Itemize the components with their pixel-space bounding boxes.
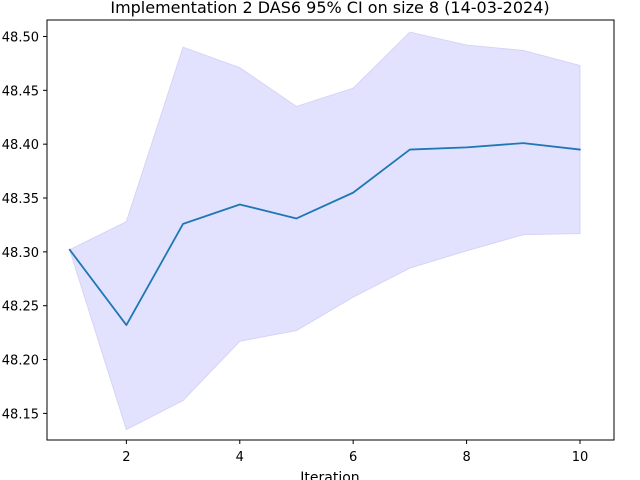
x-tick-label: 4 [236,450,244,465]
y-tick-label: 48.15 [2,407,39,422]
y-tick-label: 48.20 [2,354,39,369]
y-tick-label: 48.45 [2,84,39,99]
y-tick-label: 48.35 [2,192,39,207]
x-tick-label: 2 [122,450,130,465]
x-tick-label: 10 [572,450,589,465]
x-axis-label: Iteration [300,470,359,480]
confidence-band [69,31,581,431]
y-tick-label: 48.50 [2,30,39,45]
plot-frame [46,19,615,441]
x-tick-label: 8 [462,450,470,465]
series-line-0 [68,142,581,326]
y-tick-label: 48.25 [2,300,39,315]
y-tick-label: 48.30 [2,246,39,261]
y-tick-label: 48.40 [2,138,39,153]
chart-title: Implementation 2 DAS6 95% CI on size 8 (… [110,0,549,17]
x-tick-label: 6 [349,450,357,465]
